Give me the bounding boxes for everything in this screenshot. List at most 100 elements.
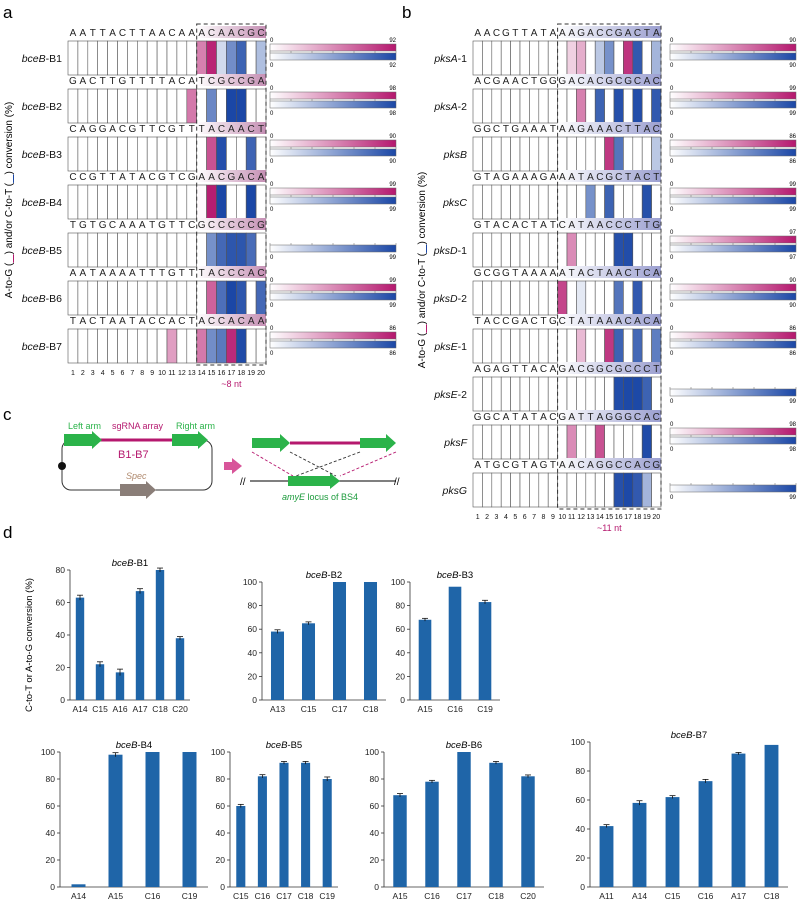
sequence-letter: T: [522, 460, 528, 471]
heatmap-cell: [97, 136, 108, 172]
sequence-letter: C: [624, 220, 631, 231]
heatmap-cell: [594, 376, 605, 412]
y-tick-label: 100: [41, 747, 55, 757]
sequence-letter: A: [634, 316, 641, 327]
heatmap-cell: [566, 328, 577, 364]
sequence-letter: C: [549, 412, 556, 423]
sequence-letter: G: [615, 412, 623, 423]
heatmap-cell: [510, 472, 521, 508]
heatmap-cell: [613, 280, 624, 316]
bar: [425, 781, 439, 887]
sequence-letter: A: [188, 76, 195, 87]
heatmap-cell: [77, 280, 89, 316]
heatmap-cell: [137, 40, 148, 76]
sequence-letter: C: [79, 172, 86, 183]
bar: [155, 570, 165, 700]
sequence-letter: A: [521, 172, 528, 183]
scale-min-label: 0: [270, 134, 274, 140]
y-tick-label: 40: [396, 648, 406, 658]
sequence-letter: A: [568, 28, 575, 39]
sequence-letter: T: [540, 316, 546, 327]
heatmap-cell: [117, 40, 128, 76]
scale-min-label: 0: [270, 351, 274, 357]
sequence-letter: A: [531, 364, 538, 375]
heatmap-cell: [529, 472, 540, 508]
sequence-letter: C: [238, 268, 245, 279]
heatmap-cell: [472, 136, 483, 172]
heatmap-cell: [641, 88, 652, 124]
sequence-letter: G: [511, 124, 519, 135]
heatmap-cell: [576, 424, 587, 460]
heatmap-cell: [97, 280, 108, 316]
y-tick-label: 80: [56, 565, 66, 575]
sequence-window-shade: [557, 122, 661, 134]
sequence-letter: C: [228, 268, 235, 279]
scale-bar-magenta: [269, 187, 397, 196]
sgrna-array-label: sgRNA array: [112, 421, 164, 431]
scale-min-label: 0: [270, 111, 274, 117]
sequence-letter: C: [257, 268, 264, 279]
sequence-letter: C: [218, 124, 225, 135]
sequence-letter: A: [198, 28, 205, 39]
bar: [108, 754, 123, 887]
sequence-letter: T: [199, 124, 205, 135]
heatmap-cell: [576, 40, 587, 76]
scale-max-label: 99: [789, 495, 796, 501]
sequence-letter: G: [493, 76, 501, 87]
heatmap-cell: [186, 88, 198, 124]
sequence-letter: T: [100, 316, 106, 327]
sequence-letter: C: [208, 28, 215, 39]
heatmap-cell: [547, 232, 558, 268]
heatmap-cell: [510, 376, 521, 412]
sequence-letter: G: [158, 220, 166, 231]
sequence-letter: A: [228, 316, 235, 327]
sequence-letter: A: [493, 172, 500, 183]
sequence-letter: A: [653, 316, 660, 327]
bar-chart: 0 20 40 60 80 100 A14 A15 C16 C19 bceB-B4: [41, 740, 208, 901]
position-number: 3: [91, 370, 95, 377]
scale-max-label: 97: [789, 230, 796, 236]
heatmap-cell: [67, 280, 79, 316]
sequence-letter: G: [257, 220, 265, 231]
heatmap-cell: [216, 136, 227, 172]
sequence-letter: T: [139, 76, 145, 87]
sequence-letter: A: [597, 220, 604, 231]
heatmap-cell: [576, 376, 587, 412]
heatmap-cell: [519, 88, 530, 124]
insert-right-arm: [360, 434, 396, 452]
sequence-letter: T: [100, 76, 106, 87]
sequence-letter: A: [238, 172, 245, 183]
sequence-letter: T: [578, 412, 584, 423]
sequence-letter: T: [587, 412, 593, 423]
heatmap-cell: [236, 280, 247, 316]
sequence-letter: A: [512, 220, 519, 231]
sequence-letter: T: [540, 28, 546, 39]
sequence-letter: C: [643, 460, 650, 471]
heatmap-cell: [623, 40, 634, 76]
heatmap-cell: [641, 328, 652, 364]
heatmap-cell: [529, 136, 540, 172]
y-tick-label: 20: [216, 855, 226, 865]
genome-break-right-icon: //: [394, 477, 400, 488]
y-tick-label: 60: [248, 624, 258, 634]
scale-bar-magenta: [669, 91, 797, 100]
sequence-letter: T: [578, 220, 584, 231]
sequence-letter: C: [634, 412, 641, 423]
heatmap-cell: [117, 280, 128, 316]
row-label: pksA-2: [433, 101, 467, 113]
heatmap-cell: [472, 184, 483, 220]
heatmap-cell: [127, 184, 138, 220]
scale-bar-magenta: [669, 43, 797, 52]
sequence-letter: T: [169, 172, 175, 183]
x-tick-label: A15: [392, 891, 407, 901]
row-label: bceB-B1: [22, 53, 62, 65]
crossover-line-3: [295, 451, 361, 477]
scale-max-label: 92: [389, 63, 396, 69]
heatmap-cell: [77, 40, 89, 76]
sequence-letter: G: [502, 172, 510, 183]
sequence-letter: C: [577, 76, 584, 87]
heatmap-cell: [604, 376, 615, 412]
